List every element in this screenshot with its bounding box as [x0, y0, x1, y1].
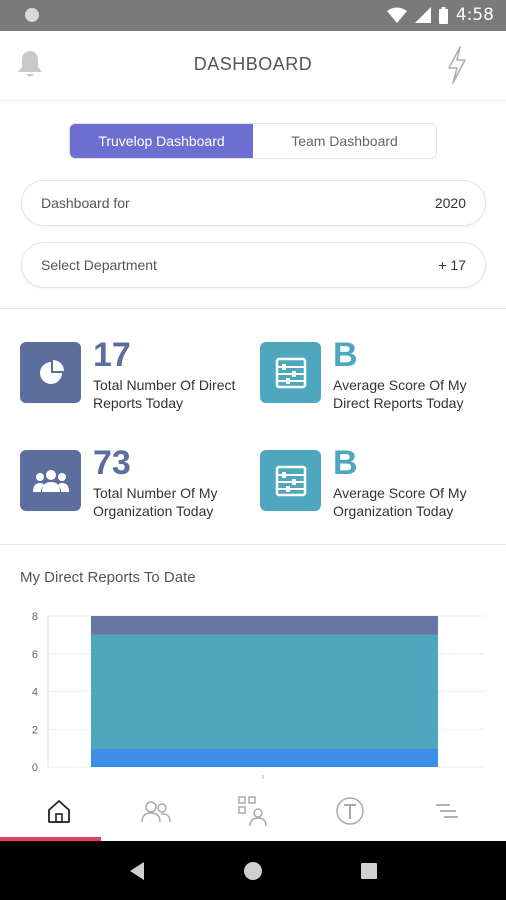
pie-chart-icon: [20, 342, 81, 403]
recents-icon[interactable]: [360, 862, 378, 880]
dashboard-tabs: Truvelop Dashboard Team Dashboard: [69, 123, 437, 159]
notification-dot-icon: [25, 8, 39, 22]
system-nav-bar: [0, 841, 506, 900]
bell-icon[interactable]: [16, 49, 44, 84]
menu-lines-icon: [436, 804, 459, 818]
bottom-nav: [0, 782, 506, 840]
chart-title: My Direct Reports To Date: [20, 569, 196, 586]
nav-scan-person[interactable]: [223, 786, 283, 836]
nav-truvelop[interactable]: [320, 786, 380, 836]
lightning-icon[interactable]: [446, 46, 468, 89]
dashboard-for-value: 2020: [434, 195, 466, 211]
stat-label: Total Number Of My Organization Today: [93, 485, 218, 519]
divider: [0, 308, 506, 309]
abacus-icon: [260, 342, 321, 403]
status-time: 4:58: [455, 5, 494, 25]
y-tick-label: 6: [32, 649, 38, 661]
bar-segment-1: [91, 634, 438, 749]
app-bar: DASHBOARD: [0, 31, 506, 101]
signal-icon: [414, 7, 431, 23]
status-bar: 4:58: [0, 0, 506, 31]
truvelop-icon: [336, 797, 364, 825]
stat-value: 73: [93, 444, 131, 482]
abacus-icon: [260, 450, 321, 511]
home-icon: [47, 800, 70, 823]
bar-segment-0: [91, 748, 438, 767]
dashboard-for-select[interactable]: Dashboard for 2020: [21, 180, 486, 226]
dashboard-for-label: Dashboard for: [41, 195, 130, 211]
nav-people[interactable]: [126, 786, 186, 836]
department-value: + 17: [438, 257, 466, 273]
home-circle-icon[interactable]: [243, 861, 263, 881]
stat-label: Total Number Of Direct Reports Today: [93, 377, 236, 411]
y-tick-label: 4: [32, 687, 38, 699]
back-icon[interactable]: [128, 861, 146, 881]
page-title: DASHBOARD: [193, 54, 313, 74]
wifi-icon: [386, 7, 407, 23]
tab-team-dashboard[interactable]: Team Dashboard: [253, 124, 436, 158]
group-icon: [20, 450, 81, 511]
stat-value: B: [333, 444, 358, 482]
stat-label: Average Score Of My Organization Today: [333, 485, 467, 519]
nav-menu[interactable]: [417, 786, 477, 836]
y-tick-label: 0: [32, 762, 38, 774]
y-tick-label: 2: [32, 724, 38, 736]
divider: [0, 544, 506, 545]
y-tick-label: 8: [32, 611, 38, 623]
stat-value: 17: [93, 336, 131, 374]
department-select[interactable]: Select Department + 17: [21, 242, 486, 288]
bar-segment-2: [91, 616, 438, 635]
qr-person-icon: [238, 796, 267, 827]
battery-icon: [438, 6, 448, 24]
department-label: Select Department: [41, 257, 157, 273]
direct-reports-chart: 0 2 4 6 8: [32, 611, 484, 779]
stat-value: B: [333, 336, 358, 374]
stat-label: Average Score Of My Direct Reports Today: [333, 377, 467, 411]
nav-home[interactable]: [29, 786, 89, 836]
status-icons: 4:58: [386, 5, 494, 25]
tab-truvelop-dashboard[interactable]: Truvelop Dashboard: [70, 124, 253, 158]
progress-indicator: [0, 837, 101, 841]
people-icon: [141, 801, 171, 823]
